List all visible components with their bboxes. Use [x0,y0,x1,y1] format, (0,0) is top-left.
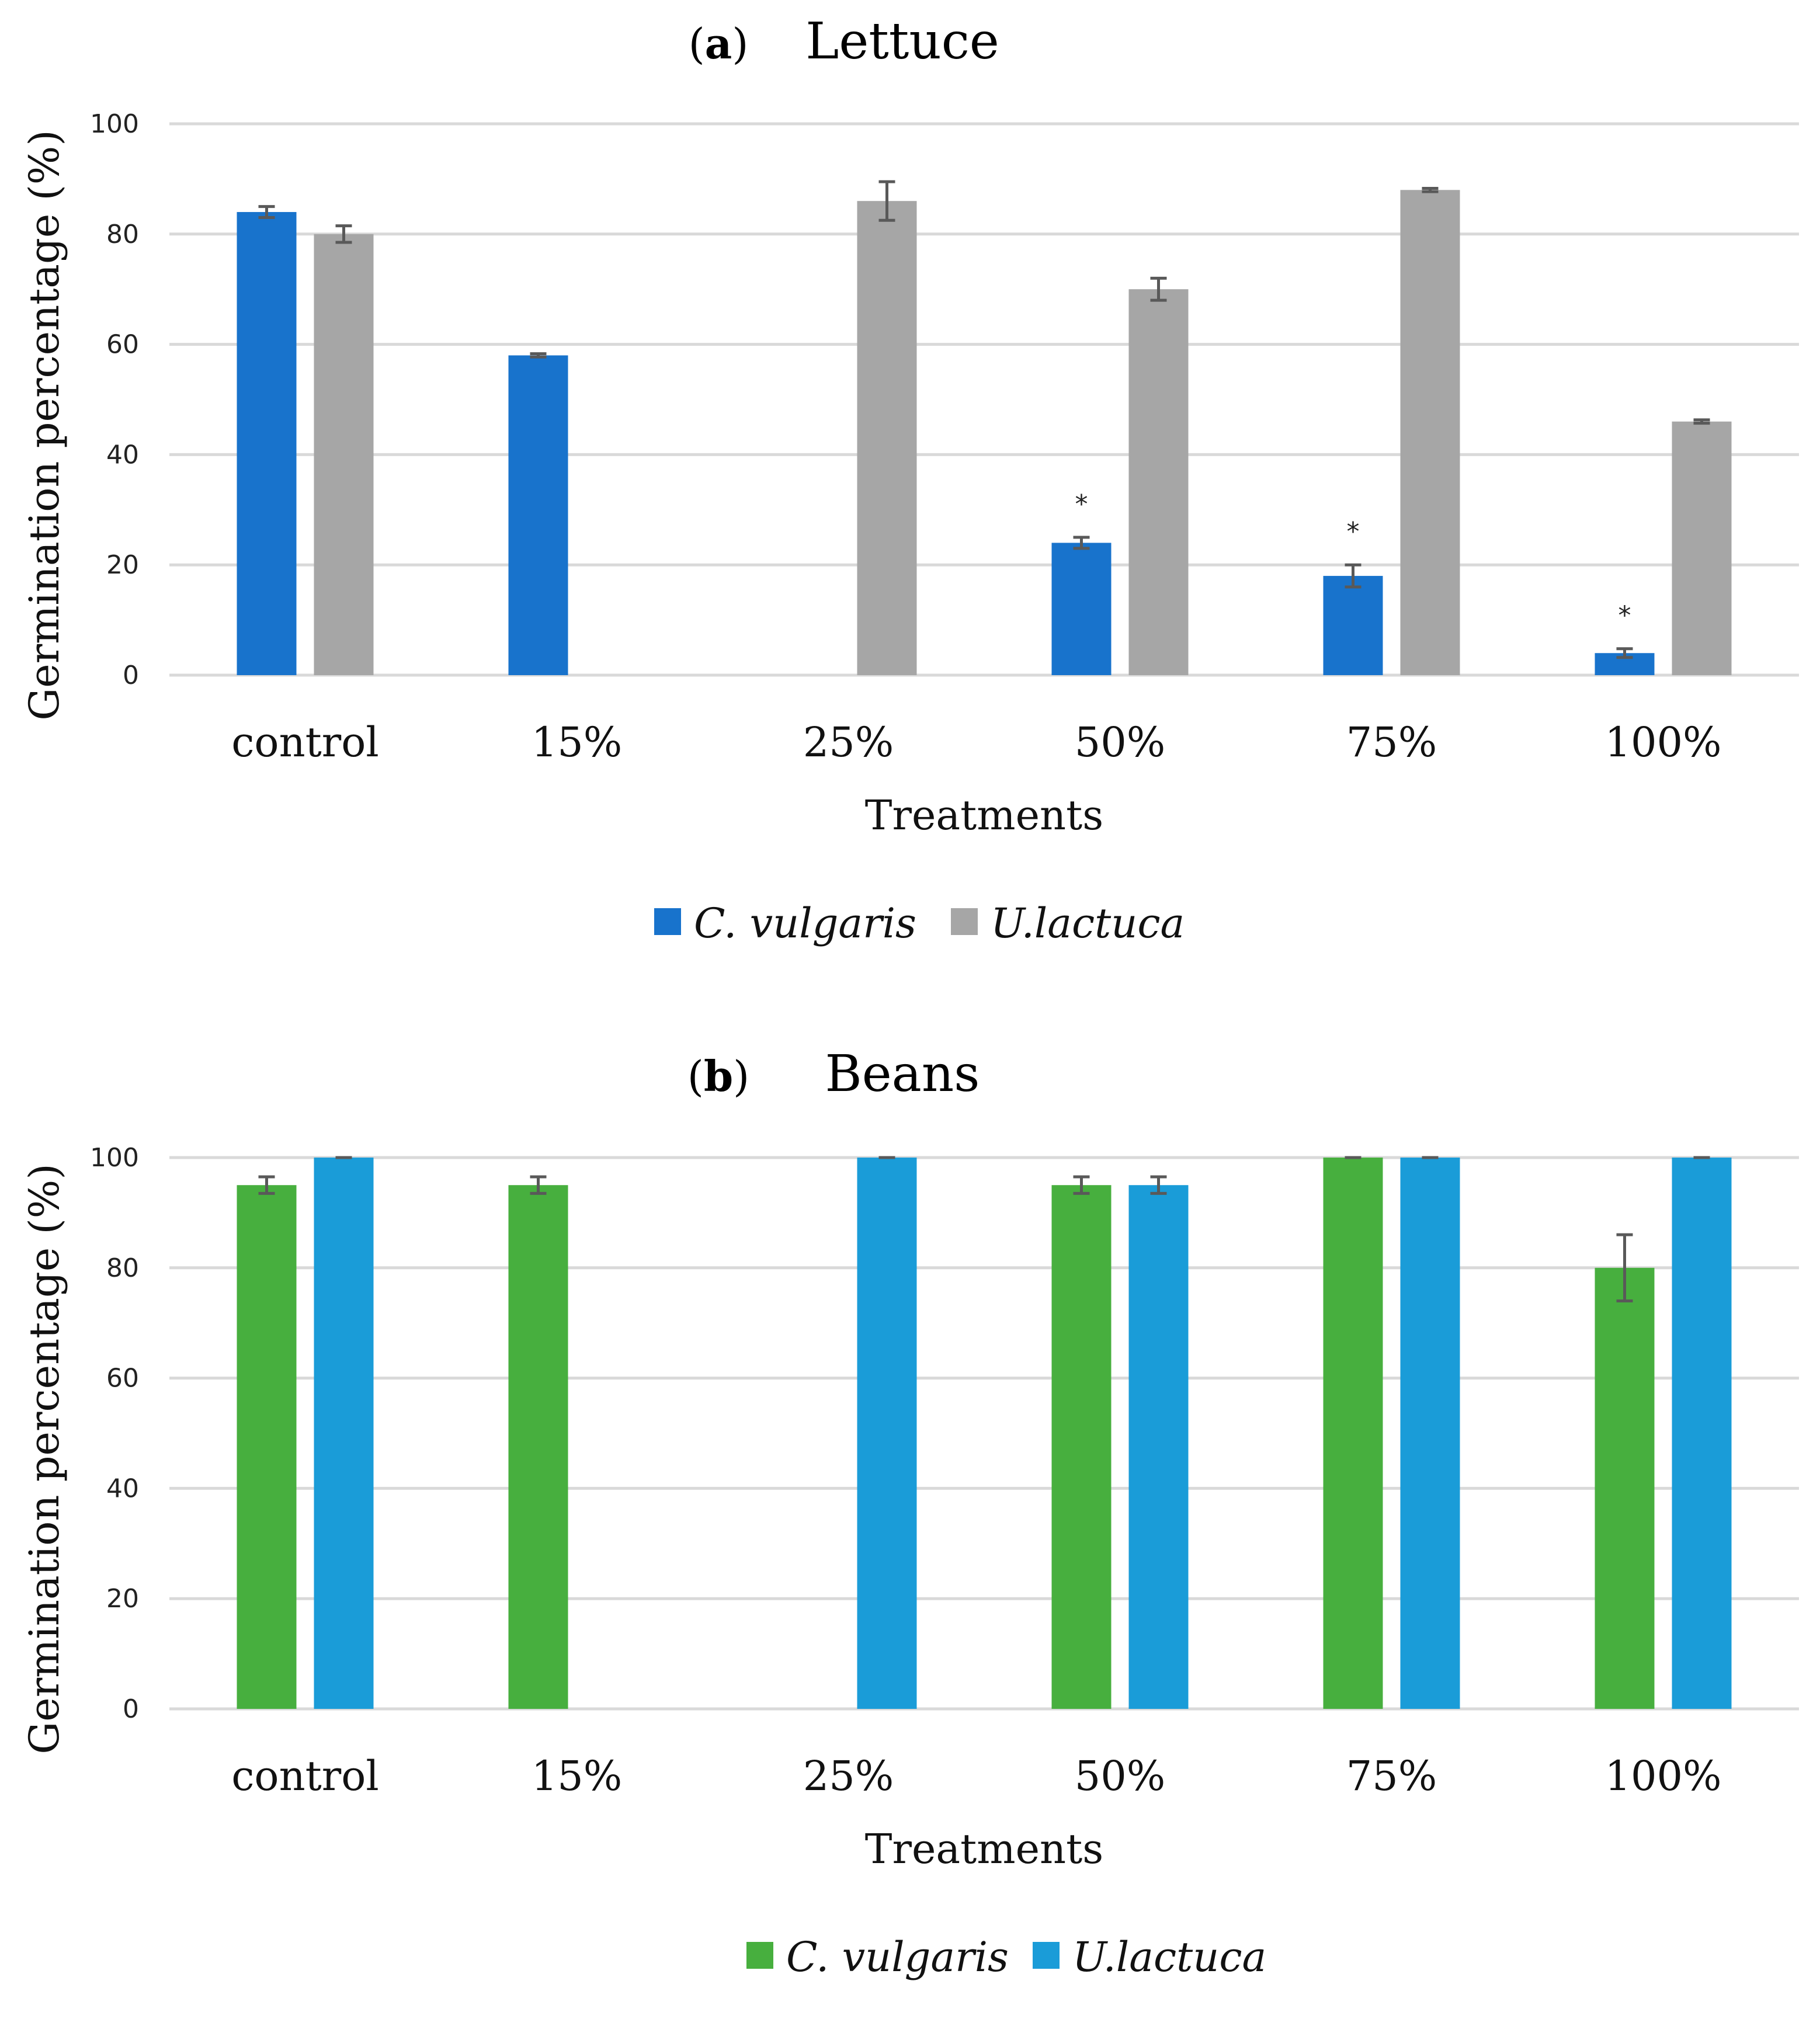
panel-letter: a [705,19,732,68]
chart-title: Beans [825,1045,980,1103]
x-tick-label: 25% [803,1752,894,1800]
bar-u-lactuca [314,1158,374,1709]
significance-mark: * [1347,517,1360,547]
legend-label: C. vulgaris [786,1933,1009,1981]
x-tick-label: 100% [1604,718,1721,766]
y-tick-label: 80 [106,220,139,249]
x-tick-label: 100% [1604,1752,1721,1800]
bar-u-lactuca [857,1158,917,1709]
x-tick-label: 50% [1075,718,1166,766]
panel-label: (b) [687,1051,750,1101]
x-tick-label: 50% [1075,1752,1166,1800]
x-axis-title: Treatments [865,1825,1103,1873]
bar-u-lactuca [1128,289,1189,675]
legend-swatch [746,1942,773,1969]
x-tick-label: 15% [532,718,623,766]
bar-c-vulgaris [237,212,297,675]
legend-swatch [951,908,978,935]
bar-c-vulgaris [1595,1267,1655,1709]
x-tick-label: 25% [803,718,894,766]
legend-swatch [1033,1942,1060,1969]
bar-c-vulgaris [508,1185,568,1709]
bar-c-vulgaris [1051,543,1112,675]
chart-title: Lettuce [805,12,999,71]
bar-u-lactuca [1400,190,1460,675]
bar-c-vulgaris [508,355,568,675]
y-tick-label: 20 [106,550,139,580]
chart-panel-a: (a) Lettuce 0 20 40 60 80 100 Germination percen… [20,12,1799,947]
significance-mark: * [1618,601,1631,631]
y-tick-label: 40 [106,1474,139,1503]
x-tick-label: control [231,1752,379,1800]
y-axis-title: Germination percentage (%) [20,1163,68,1754]
bar-u-lactuca [1672,1158,1732,1709]
x-axis-title: Treatments [865,791,1103,839]
y-tick-label: 60 [106,330,139,360]
y-axis-title: Germination percentage (%) [20,130,68,720]
bar-u-lactuca [1128,1185,1189,1709]
x-tick-label: 15% [532,1752,623,1800]
y-tick-label: 100 [90,109,139,139]
y-tick-label: 0 [123,661,139,690]
x-tick-label: control [231,718,379,766]
bar-u-lactuca [1400,1158,1460,1709]
y-tick-label: 20 [106,1584,139,1614]
legend-label: U.lactuca [1072,1933,1266,1981]
y-tick-label: 40 [106,440,139,470]
x-tick-label: 75% [1346,1752,1437,1800]
y-tick-label: 0 [123,1694,139,1724]
panel-label: (a) [689,19,749,68]
bar-c-vulgaris [237,1185,297,1709]
legend-swatch [654,908,681,935]
bar-u-lactuca [857,201,917,675]
legend-label: U.lactuca [991,899,1185,947]
bar-u-lactuca [314,234,374,675]
chart-panel-b: (b) Beans 0 20 40 60 80 100 Germination percenta… [20,1045,1799,1981]
bar-c-vulgaris [1051,1185,1112,1709]
y-tick-label: 60 [106,1364,139,1394]
x-tick-label: 75% [1346,718,1437,766]
legend-label: C. vulgaris [694,899,916,947]
y-tick-label: 80 [106,1253,139,1283]
panel-letter: b [704,1051,733,1101]
y-tick-label: 100 [90,1143,139,1173]
significance-mark: * [1075,489,1088,519]
bar-c-vulgaris [1323,576,1383,675]
bar-c-vulgaris [1323,1158,1383,1709]
bar-u-lactuca [1672,421,1732,675]
